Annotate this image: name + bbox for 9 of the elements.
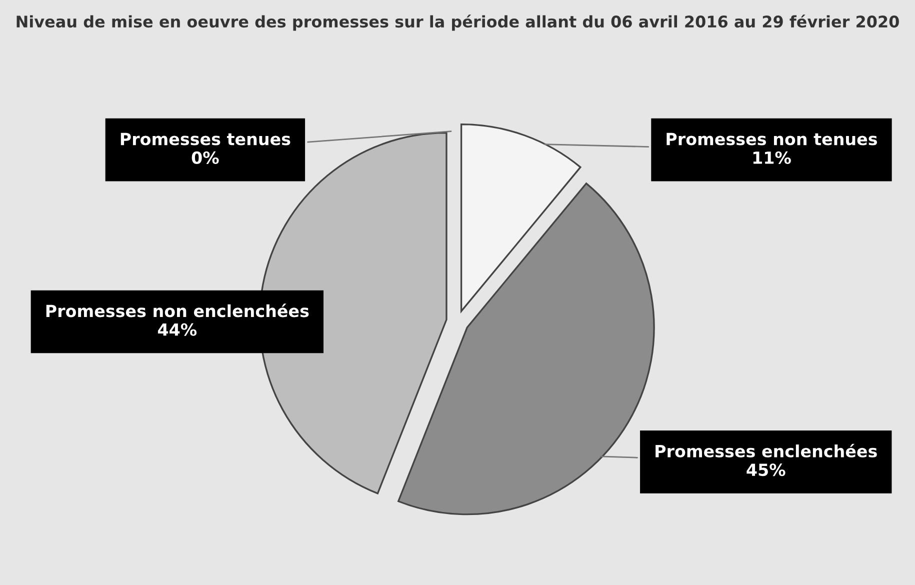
data-label: 44%: [158, 323, 197, 336]
slice-label: Promesses enclenchées: [656, 444, 877, 458]
slice-label: Promesses non tenues: [666, 132, 878, 146]
category-label: Promesses tenues: [120, 132, 290, 146]
slice-label: Promesses non enclenchées: [46, 304, 309, 318]
chart-title: Niveau de mise en oeuvre des promesses sur la période allant du 06 avril 2016 au 29 février 2020: [16, 14, 899, 31]
text: 0%: [192, 151, 219, 164]
data-label: 11%: [753, 151, 791, 164]
data-label: 45%: [746, 463, 786, 476]
